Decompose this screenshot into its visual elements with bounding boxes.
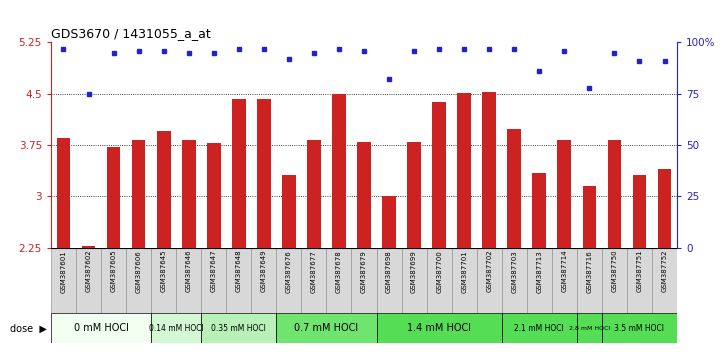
Text: 0 mM HOCl: 0 mM HOCl [74, 323, 128, 333]
FancyBboxPatch shape [602, 248, 627, 313]
FancyBboxPatch shape [51, 313, 151, 343]
Text: GSM387646: GSM387646 [186, 250, 191, 292]
Bar [457, 93, 471, 248]
Text: dose  ▶: dose ▶ [10, 323, 47, 333]
FancyBboxPatch shape [402, 248, 427, 313]
FancyBboxPatch shape [477, 248, 502, 313]
FancyBboxPatch shape [126, 248, 151, 313]
Bar [182, 140, 196, 248]
Text: GSM387647: GSM387647 [210, 250, 217, 292]
Bar [407, 142, 421, 248]
FancyBboxPatch shape [352, 248, 376, 313]
Bar [608, 140, 621, 248]
Bar [132, 140, 146, 248]
Text: GSM387699: GSM387699 [411, 250, 417, 292]
Bar [157, 131, 170, 248]
FancyBboxPatch shape [451, 248, 477, 313]
Text: GSM387698: GSM387698 [386, 250, 392, 292]
Text: 0.35 mM HOCl: 0.35 mM HOCl [211, 324, 266, 333]
Bar [232, 99, 245, 248]
Text: 2.1 mM HOCl: 2.1 mM HOCl [515, 324, 564, 333]
Bar [357, 142, 371, 248]
Text: GSM387701: GSM387701 [461, 250, 467, 292]
Text: GSM387714: GSM387714 [561, 250, 567, 292]
FancyBboxPatch shape [527, 248, 552, 313]
Text: 2.8 mM HOCl: 2.8 mM HOCl [569, 326, 610, 331]
FancyBboxPatch shape [277, 313, 376, 343]
Text: GSM387703: GSM387703 [511, 250, 518, 292]
FancyBboxPatch shape [552, 248, 577, 313]
FancyBboxPatch shape [176, 248, 201, 313]
FancyBboxPatch shape [277, 248, 301, 313]
FancyBboxPatch shape [101, 248, 126, 313]
FancyBboxPatch shape [201, 248, 226, 313]
FancyBboxPatch shape [502, 248, 527, 313]
Text: GSM387702: GSM387702 [486, 250, 492, 292]
FancyBboxPatch shape [301, 248, 326, 313]
Bar [558, 140, 571, 248]
Bar [207, 143, 221, 248]
Text: 0.14 mM HOCl: 0.14 mM HOCl [149, 324, 204, 333]
Bar [507, 130, 521, 248]
FancyBboxPatch shape [602, 313, 677, 343]
Bar [257, 99, 271, 248]
Bar [483, 92, 496, 248]
Text: GSM387678: GSM387678 [336, 250, 342, 292]
Text: GSM387750: GSM387750 [612, 250, 617, 292]
FancyBboxPatch shape [427, 248, 451, 313]
Bar [432, 102, 446, 248]
Bar [282, 175, 296, 248]
Text: GSM387677: GSM387677 [311, 250, 317, 292]
FancyBboxPatch shape [51, 248, 76, 313]
FancyBboxPatch shape [627, 248, 652, 313]
Text: GSM387676: GSM387676 [286, 250, 292, 292]
FancyBboxPatch shape [76, 248, 101, 313]
Bar [57, 138, 71, 248]
Text: 1.4 mM HOCl: 1.4 mM HOCl [407, 323, 471, 333]
Text: 3.5 mM HOCl: 3.5 mM HOCl [614, 324, 665, 333]
Bar [332, 94, 346, 248]
FancyBboxPatch shape [326, 248, 352, 313]
Bar [633, 175, 646, 248]
Text: GSM387605: GSM387605 [111, 250, 116, 292]
FancyBboxPatch shape [151, 248, 176, 313]
FancyBboxPatch shape [201, 313, 277, 343]
Bar [657, 169, 671, 248]
Text: GSM387645: GSM387645 [161, 250, 167, 292]
Text: GDS3670 / 1431055_a_at: GDS3670 / 1431055_a_at [51, 27, 210, 40]
FancyBboxPatch shape [251, 248, 277, 313]
Bar [532, 172, 546, 248]
FancyBboxPatch shape [226, 248, 251, 313]
Text: GSM387752: GSM387752 [662, 250, 668, 292]
Bar [382, 196, 396, 248]
Text: GSM387751: GSM387751 [636, 250, 643, 292]
Bar [582, 186, 596, 248]
Text: GSM387606: GSM387606 [135, 250, 142, 292]
FancyBboxPatch shape [376, 313, 502, 343]
FancyBboxPatch shape [577, 248, 602, 313]
Text: GSM387601: GSM387601 [60, 250, 66, 292]
Bar [82, 246, 95, 248]
Text: GSM387713: GSM387713 [537, 250, 542, 292]
Text: GSM387700: GSM387700 [436, 250, 442, 292]
Text: GSM387648: GSM387648 [236, 250, 242, 292]
FancyBboxPatch shape [652, 248, 677, 313]
FancyBboxPatch shape [376, 248, 402, 313]
Text: GSM387602: GSM387602 [85, 250, 92, 292]
Text: GSM387679: GSM387679 [361, 250, 367, 292]
Text: 0.7 mM HOCl: 0.7 mM HOCl [294, 323, 358, 333]
FancyBboxPatch shape [502, 313, 577, 343]
FancyBboxPatch shape [577, 313, 602, 343]
FancyBboxPatch shape [151, 313, 201, 343]
Bar [307, 140, 321, 248]
Text: GSM387649: GSM387649 [261, 250, 267, 292]
Bar [107, 147, 120, 248]
Text: GSM387716: GSM387716 [586, 250, 593, 292]
